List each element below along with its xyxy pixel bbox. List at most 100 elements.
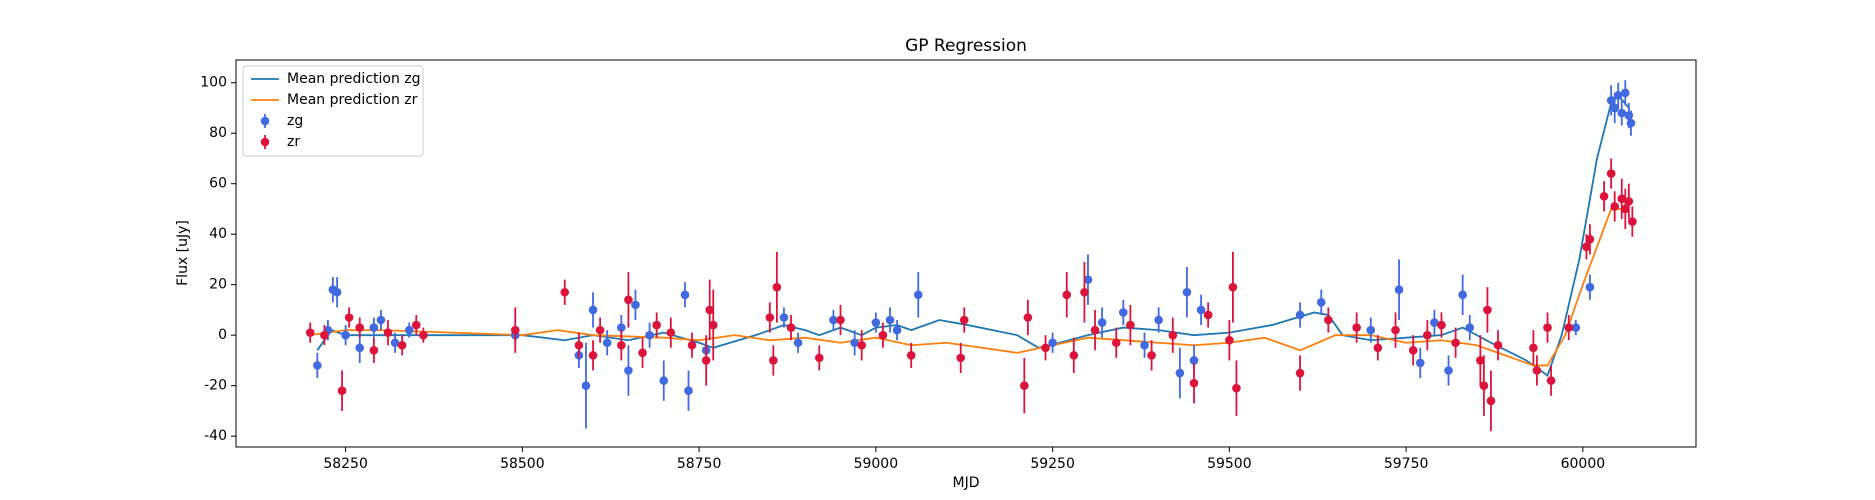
data-point [1620, 204, 1630, 214]
data-point [624, 295, 633, 305]
data-point [1437, 320, 1446, 330]
data-point [574, 340, 584, 350]
data-point [871, 318, 881, 327]
data-point [1083, 275, 1093, 284]
data-point [687, 340, 697, 350]
x-tick-label: 59750 [1384, 456, 1429, 472]
data-point [892, 325, 902, 335]
data-point [1090, 325, 1100, 335]
data-point [1097, 318, 1107, 327]
data-point [772, 282, 782, 292]
data-point [1225, 335, 1234, 345]
data-point [1610, 103, 1619, 113]
legend-label: Mean prediction zr [287, 92, 418, 108]
data-point [1624, 197, 1634, 206]
data-point [631, 300, 640, 310]
data-point [1532, 366, 1542, 375]
data-point [1626, 118, 1636, 128]
data-point [313, 361, 322, 370]
data-point [1585, 234, 1595, 244]
data-point [1430, 318, 1439, 327]
data-point [1571, 323, 1581, 332]
data-point [765, 313, 775, 322]
data-point [666, 328, 676, 337]
data-point [376, 315, 386, 325]
legend-marker [260, 116, 270, 126]
data-point [1154, 315, 1163, 325]
legend-box [242, 65, 424, 157]
x-tick-label: 59000 [854, 456, 899, 472]
data-point [652, 320, 661, 330]
data-point [850, 338, 859, 348]
data-point [645, 330, 654, 340]
data-point [906, 351, 916, 360]
legend: Mean prediction zg Mean prediction zr zg zr [242, 65, 424, 157]
data-point [1041, 343, 1050, 353]
data-point [1391, 325, 1400, 335]
data-point [1606, 96, 1616, 105]
data-point [1062, 290, 1072, 300]
data-point [341, 330, 350, 340]
data-point [355, 323, 365, 332]
data-point [1189, 356, 1199, 365]
y-tick-label: 100 [200, 75, 227, 91]
y-tick-label: 40 [209, 226, 227, 242]
data-point [1295, 310, 1305, 320]
data-point [1140, 340, 1149, 350]
data-point [1048, 338, 1057, 348]
y-tick-label: 20 [209, 277, 227, 293]
data-point [1606, 169, 1616, 178]
data-point [1023, 313, 1033, 322]
data-point [814, 353, 824, 363]
data-point [1423, 330, 1432, 340]
data-point [1451, 338, 1460, 348]
data-point [1564, 323, 1574, 332]
legend-label: zr [287, 134, 300, 150]
chart-title: GP Regression [905, 36, 1027, 56]
data-point [337, 386, 347, 396]
data-point [369, 323, 379, 332]
data-point [1394, 285, 1404, 295]
data-point [1352, 323, 1361, 332]
data-point [397, 340, 407, 350]
x-axis-label: MJD [953, 475, 980, 491]
data-point [1493, 340, 1503, 350]
data-point [1444, 366, 1453, 375]
data-point [885, 315, 895, 325]
y-tick-label: -40 [204, 428, 227, 444]
data-point [959, 315, 969, 325]
data-point [1476, 356, 1485, 365]
data-point [786, 323, 796, 332]
data-point [829, 315, 838, 325]
data-point [560, 287, 570, 297]
data-point [913, 290, 923, 300]
data-point [684, 386, 693, 396]
data-point [1585, 282, 1595, 292]
axes-frame [235, 59, 1697, 448]
data-point [1465, 323, 1475, 332]
data-point [332, 287, 342, 297]
legend-label: Mean prediction zg [287, 71, 421, 87]
data-point [588, 351, 598, 360]
data-point [419, 330, 428, 340]
data-point [1324, 315, 1333, 325]
y-tick-label: 80 [209, 125, 227, 141]
data-point [617, 323, 626, 332]
data-point [1189, 378, 1199, 388]
data-point [390, 338, 400, 348]
data-point [769, 356, 778, 365]
y-tick-label: -20 [204, 378, 227, 394]
data-point [1546, 376, 1556, 385]
data-point [1228, 282, 1238, 292]
data-point [1486, 396, 1496, 406]
data-point [836, 315, 845, 325]
data-point [305, 328, 315, 337]
data-point [1479, 381, 1489, 390]
data-point [1080, 287, 1089, 297]
data-point [1175, 368, 1185, 378]
data-point [1582, 242, 1591, 252]
data-point [1415, 358, 1425, 368]
data-point [701, 356, 711, 365]
data-point [411, 320, 421, 330]
